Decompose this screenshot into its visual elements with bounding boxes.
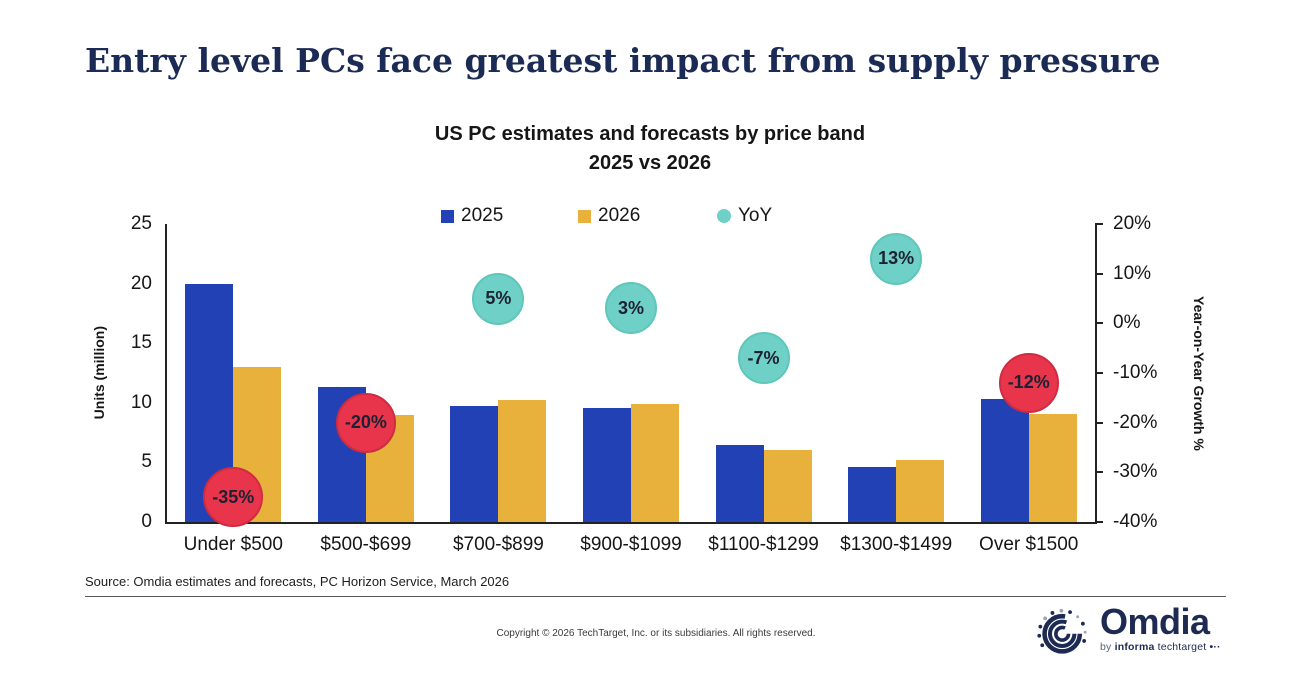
bar-2026-6 — [1028, 413, 1077, 522]
chart-title-block: US PC estimates and forecasts by price b… — [165, 120, 1135, 178]
category-label-0: Under $500 — [183, 534, 283, 555]
bar-2025-3 — [583, 407, 631, 522]
bar-2026-5 — [896, 460, 945, 522]
y-axis-left-tick-10: 10 — [130, 391, 152, 413]
omdia-logo-icon — [1037, 608, 1087, 654]
y-axis-right-tick-2: 0% — [1113, 312, 1141, 334]
category-label-2: $700-$899 — [452, 534, 544, 555]
copyright-text: Copyright © 2026 TechTarget, Inc. or its… — [496, 628, 816, 639]
yoy-bubble-2: 5% — [472, 272, 525, 325]
y-axis-right-tick-6: -40% — [1113, 511, 1158, 532]
bar-2025-2 — [450, 406, 499, 522]
bar-2025-5 — [848, 467, 897, 522]
legend-label-2026: 2026 — [598, 205, 641, 226]
bar-2025-6 — [980, 399, 1029, 522]
bar-2026-2 — [498, 400, 547, 522]
omdia-tagline: by informa techtarget •·· — [1100, 641, 1221, 653]
yoy-bubble-4: -7% — [737, 332, 790, 385]
omdia-logo-text: Omdia by informa techtarget •·· — [1100, 603, 1221, 653]
omdia-logo: Omdia by informa techtarget •·· — [1036, 603, 1221, 661]
source-text: Source: Omdia estimates and forecasts, P… — [85, 574, 510, 589]
y-axis-left-tick-25: 25 — [130, 213, 152, 234]
y-axis-right-tickmark-1 — [1095, 272, 1103, 275]
yoy-bubble-1: -20% — [335, 392, 396, 453]
legend-swatch-2025 — [441, 209, 454, 223]
y-axis-right-tick-0: 20% — [1113, 213, 1152, 234]
yoy-bubble-3: 3% — [605, 282, 657, 335]
y-axis-right-tick-1: 10% — [1113, 262, 1152, 284]
yoy-bubble-5: 13% — [870, 232, 923, 285]
category-label-5: $1300-$1499 — [840, 534, 953, 555]
category-label-1: $500-$699 — [320, 534, 412, 555]
legend-label-yoy: YoY — [738, 205, 773, 226]
y-axis-right-tick-4: -20% — [1113, 411, 1158, 433]
chart-subtitle: 2025 vs 2026 — [588, 152, 712, 174]
legend-label-2025: 2025 — [461, 205, 504, 226]
bar-2025-4 — [715, 444, 764, 522]
divider-line — [85, 596, 1226, 597]
y-axis-title-right: Year-on-Year Growth % — [1191, 295, 1207, 451]
omdia-wordmark: Omdia — [1100, 601, 1210, 642]
legend-swatch-2026 — [578, 209, 591, 223]
legend-swatch-yoy — [717, 209, 731, 223]
y-axis-right-tickmark-2 — [1095, 322, 1103, 325]
y-axis-left-tick-0: 0 — [141, 511, 152, 532]
yoy-bubble-6: -12% — [998, 352, 1059, 413]
y-axis-right-tickmark-3 — [1095, 372, 1103, 374]
chart-title: US PC estimates and forecasts by price b… — [434, 123, 866, 145]
y-axis-title-left: Units (million) — [91, 326, 107, 420]
legend-item-2026: 2026 — [578, 205, 640, 227]
plot-area: Units (million) Year-on-Year Growth % 0 5… — [91, 213, 1207, 555]
category-label-4: $1100-$1299 — [708, 534, 819, 555]
y-axis-right-tickmark-5 — [1095, 471, 1103, 474]
legend-item-2025: 2025 — [441, 205, 503, 227]
legend-item-yoy: YoY — [717, 205, 772, 227]
y-axis-left-tick-15: 15 — [130, 332, 152, 354]
y-axis-right-tick-3: -10% — [1113, 362, 1158, 383]
category-label-3: $900-$1099 — [580, 534, 682, 555]
bar-2026-4 — [763, 450, 812, 522]
y-axis-right-tickmark-0 — [1095, 223, 1103, 225]
bar-2026-3 — [631, 404, 679, 522]
yoy-bubble-0: -35% — [203, 467, 264, 528]
category-label-6: Over $1500 — [979, 534, 1079, 555]
y-axis-left-tick-5: 5 — [141, 451, 152, 473]
page-title: Entry level PCs face greatest impact fro… — [85, 41, 1161, 80]
y-axis-right-tickmark-4 — [1095, 421, 1103, 424]
y-axis-left-tick-20: 20 — [130, 272, 152, 294]
y-axis-right-tickmark-6 — [1095, 521, 1103, 523]
y-axis-right-tick-5: -30% — [1113, 461, 1158, 483]
